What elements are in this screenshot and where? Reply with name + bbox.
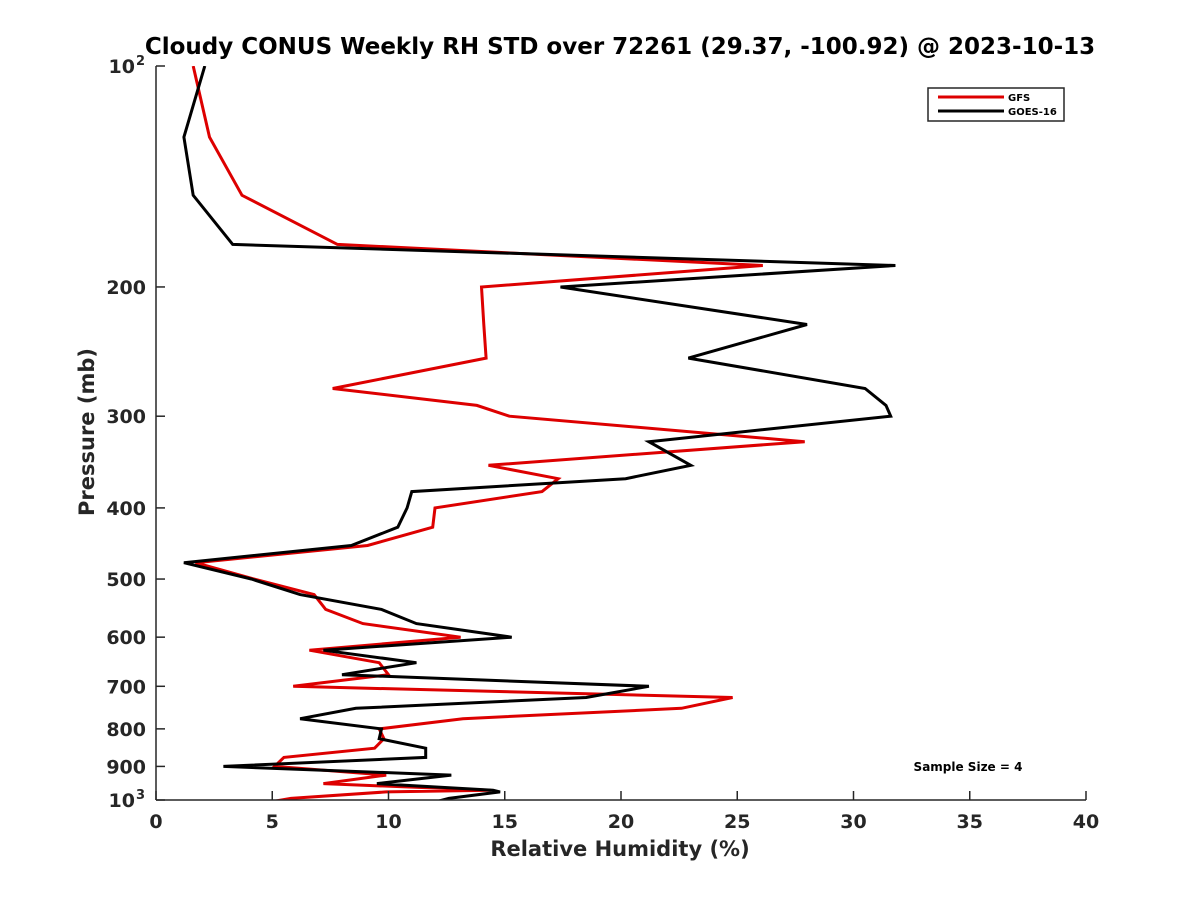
- x-tick-label: 5: [266, 811, 279, 833]
- legend-label: GFS: [1008, 93, 1030, 104]
- x-tick-label: 0: [149, 811, 162, 833]
- y-axis-label: Pressure (mb): [75, 348, 99, 516]
- y-tick-label: 10: [109, 56, 135, 78]
- y-tick-label: 10: [109, 790, 135, 812]
- x-tick-label: 30: [840, 811, 866, 833]
- series-line-gfs: [191, 66, 805, 800]
- y-tick-label: 700: [106, 676, 146, 698]
- x-tick-label: 40: [1073, 811, 1099, 833]
- y-tick-label: 900: [106, 756, 146, 778]
- legend: GFS GOES-16: [927, 87, 1065, 122]
- series-line-goes-16: [182, 66, 896, 800]
- legend-box: [927, 87, 1065, 122]
- x-tick-label: 15: [492, 811, 518, 833]
- y-tick-label: 400: [106, 498, 146, 520]
- x-tick-label: 35: [957, 811, 983, 833]
- y-tick-label: 800: [106, 719, 146, 741]
- chart-title: Cloudy CONUS Weekly RH STD over 72261 (2…: [145, 34, 1095, 60]
- y-tick-label: 300: [106, 406, 146, 428]
- sample-size-note: Sample Size = 4: [914, 760, 1023, 774]
- x-axis-label: Relative Humidity (%): [490, 837, 749, 861]
- y-tick-label: 600: [106, 627, 146, 649]
- legend-label: GOES-16: [1008, 107, 1057, 118]
- x-tick-label: 10: [375, 811, 401, 833]
- y-tick-exponent: 2: [136, 54, 145, 69]
- y-tick-label: 500: [106, 569, 146, 591]
- y-tick-label: 200: [106, 277, 146, 299]
- x-tick-label: 25: [724, 811, 750, 833]
- y-tick-exponent: 3: [136, 788, 145, 803]
- x-tick-label: 20: [608, 811, 634, 833]
